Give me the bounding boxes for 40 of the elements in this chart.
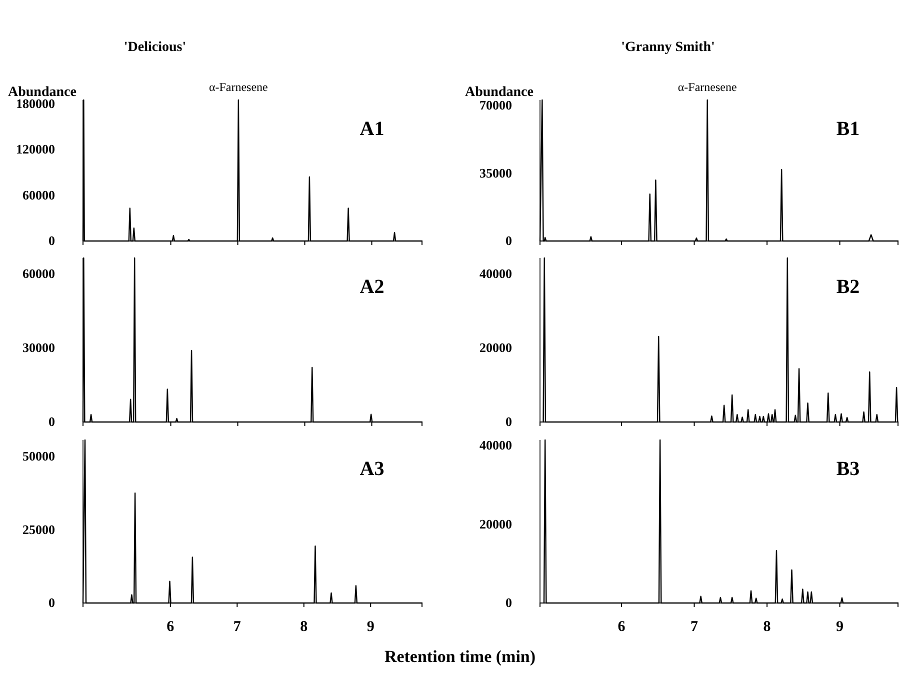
x-tick-label: 6: [166, 619, 175, 635]
y-tick-label: 0: [506, 414, 512, 430]
y-tick-label: 40000: [480, 266, 512, 282]
line-series: [542, 257, 899, 423]
y-tick-label: 0: [506, 595, 512, 610]
y-tick-label: 60000: [22, 266, 55, 282]
line-series: [543, 439, 899, 604]
y-tick-label: 30000: [22, 340, 55, 356]
y-tick-label: 0: [48, 414, 55, 430]
x-tick-label: 9: [366, 619, 374, 635]
chart-title: 'Delicious': [124, 40, 186, 55]
y-tick-label: 20000: [480, 340, 512, 356]
x-axis-title: Retention time (min): [384, 647, 536, 666]
y-tick-label: 25000: [22, 522, 55, 537]
annotation: B1: [836, 118, 860, 140]
y-tick-label: 20000: [480, 516, 512, 532]
x-tick-label: 8: [300, 619, 308, 635]
annotation: α-Farnesene: [678, 80, 737, 94]
y-tick-label: 50000: [22, 448, 55, 464]
y-tick-label: 35000: [480, 165, 512, 180]
chart-title: 'Granny Smith': [621, 40, 715, 55]
annotation: α-Farnesene: [208, 80, 268, 94]
annotation: A1: [360, 118, 384, 140]
y-tick-label: 0: [48, 233, 55, 248]
annotation: B3: [836, 458, 860, 480]
y-tick-label: 120000: [16, 142, 55, 157]
x-tick-label: 6: [618, 619, 626, 635]
annotation: A3: [360, 458, 384, 480]
annotation: A2: [360, 276, 384, 298]
x-tick-label: 7: [690, 619, 699, 635]
y-tick-label: 70000: [480, 97, 512, 112]
x-tick-label: 9: [836, 619, 844, 635]
y-axis-title: Abundance: [465, 85, 534, 100]
y-tick-label: 40000: [480, 438, 512, 453]
y-tick-label: 0: [48, 595, 55, 610]
y-tick-label: 0: [506, 233, 512, 248]
x-tick-label: 7: [233, 619, 242, 635]
x-tick-label: 8: [763, 619, 771, 635]
y-tick-label: 60000: [22, 187, 55, 202]
annotation: B2: [836, 276, 860, 298]
